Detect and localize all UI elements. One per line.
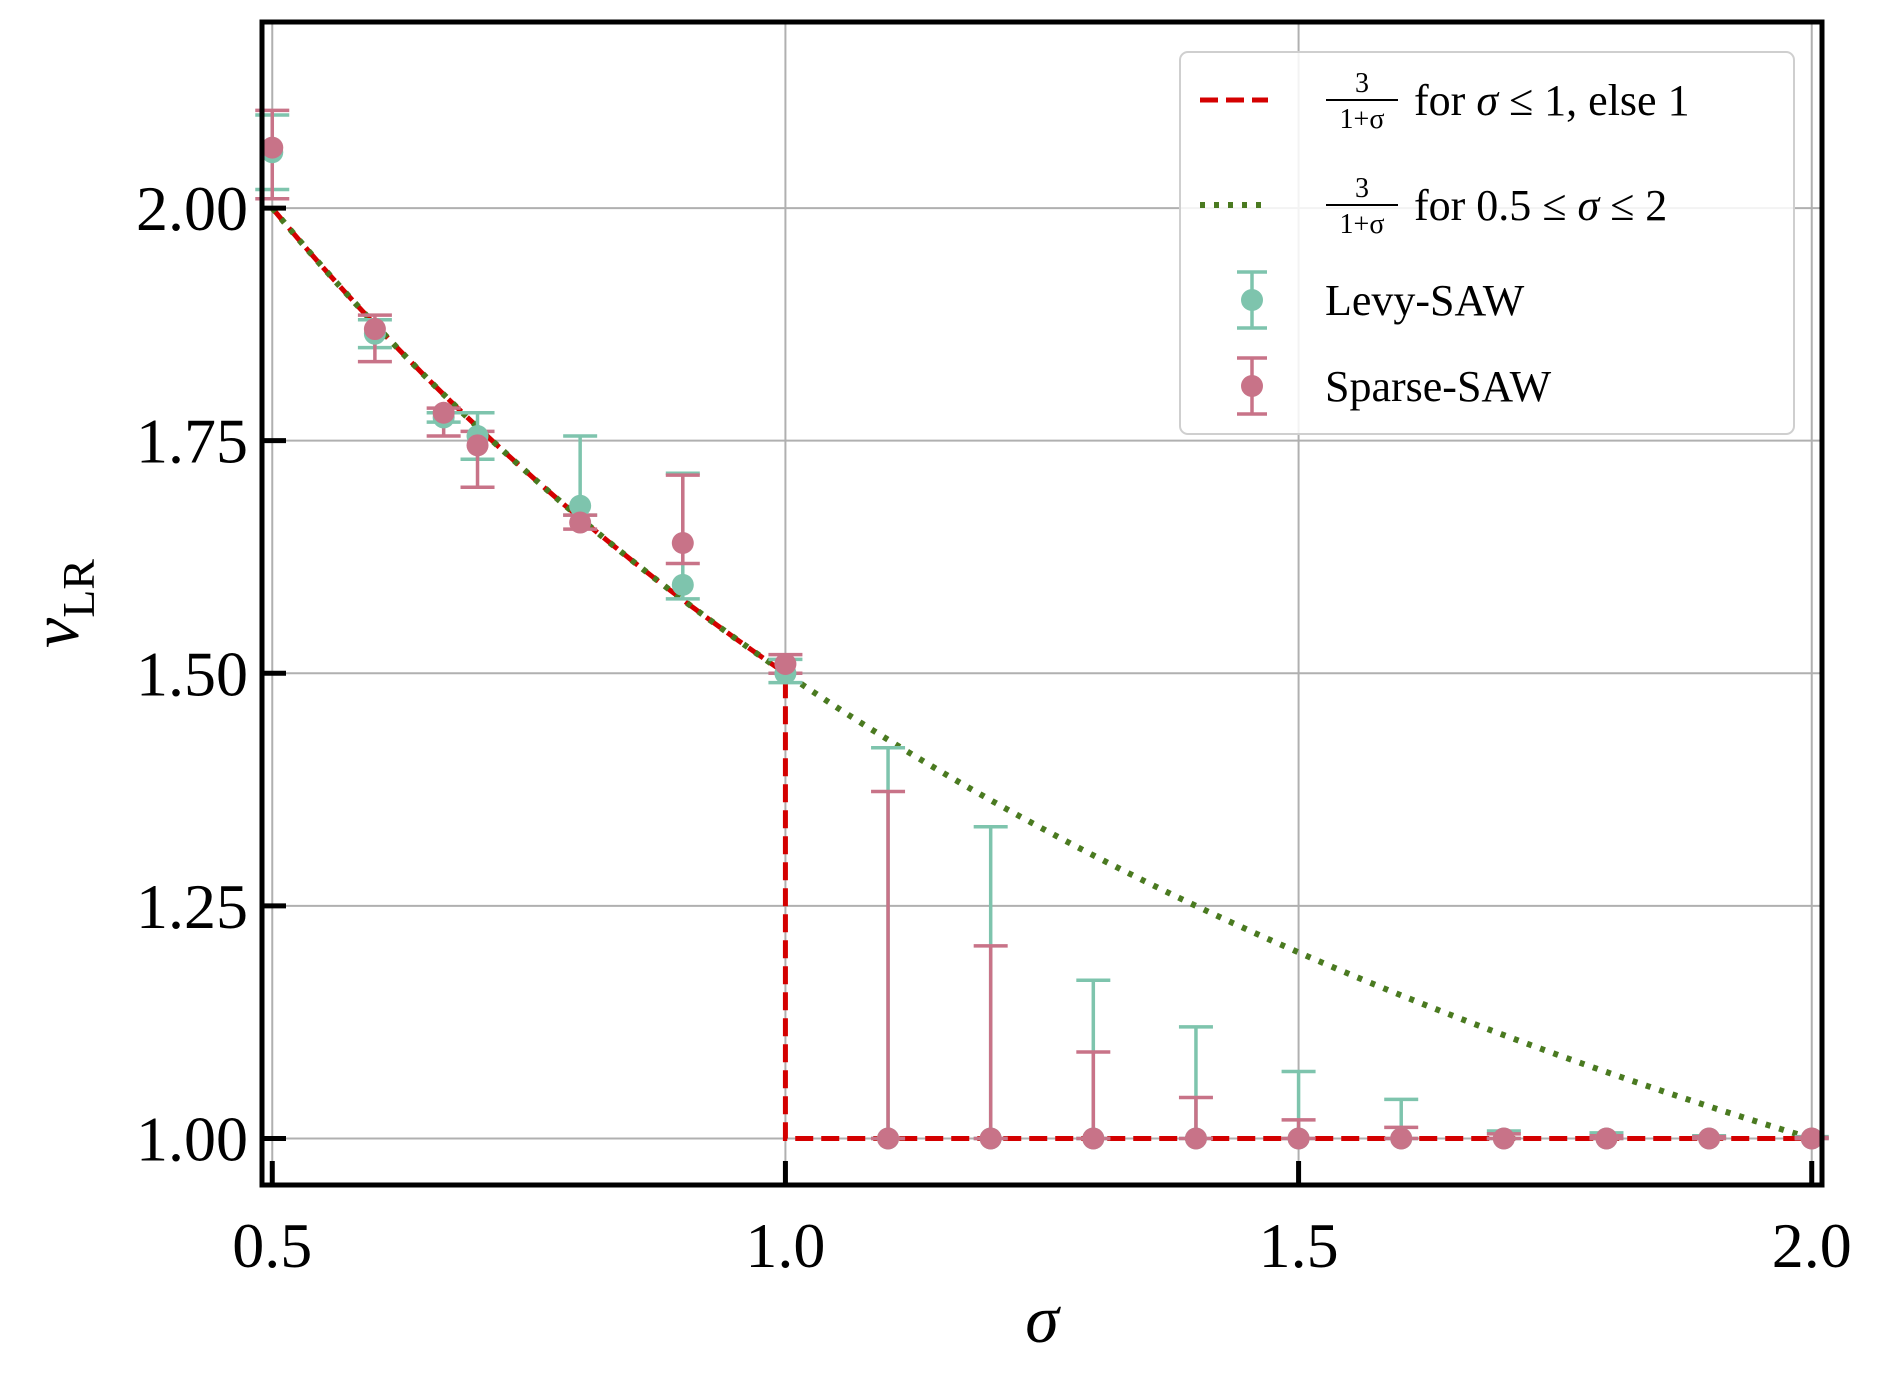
y-axis-label: νLR [17, 559, 104, 648]
curve-theory-dotted [269, 206, 1813, 1142]
point-sparse-saw [432, 401, 455, 424]
point-sparse-saw [1184, 1127, 1207, 1150]
point-sparse-saw [877, 1127, 900, 1150]
point-sparse-saw [1492, 1127, 1515, 1150]
point-sparse-saw [261, 136, 284, 159]
curves [269, 206, 1813, 1142]
point-levy-saw [671, 573, 694, 596]
point-sparse-saw [774, 652, 797, 675]
legend-entry-dashed-frac-den: 1+σ [1340, 104, 1385, 135]
data-points [261, 136, 1823, 1150]
y-tick-label: 2.00 [136, 173, 248, 244]
x-axis-label: σ [1025, 1281, 1061, 1357]
point-sparse-saw [1595, 1127, 1618, 1150]
x-tick-label: 0.5 [232, 1210, 312, 1281]
y-tick-label: 1.25 [136, 871, 248, 942]
point-sparse-saw [979, 1127, 1002, 1150]
curve-piecewise-dashed [270, 206, 1812, 1141]
legend-entry-sparse-saw-marker [1241, 375, 1263, 397]
legend-entry-levy-saw-label: Levy-SAW [1325, 276, 1525, 325]
legend-box [1179, 51, 1795, 435]
legend: 3 1+σ for σ ≤ 1, else 1 3 1+σ for 0.5 ≤ σ ≤ 2… [1179, 51, 1795, 435]
legend-entry-dashed-label: for σ ≤ 1, else 1 [1414, 76, 1690, 125]
point-sparse-saw [1082, 1127, 1105, 1150]
legend-entry-sparse-saw-label: Sparse-SAW [1325, 362, 1552, 411]
x-tick-label: 2.0 [1772, 1210, 1852, 1281]
y-tick-label: 1.75 [136, 406, 248, 477]
x-tick-label: 1.5 [1259, 1210, 1339, 1281]
y-tick-label: 1.50 [136, 638, 248, 709]
legend-entry-dashed: 3 1+σ for σ ≤ 1, else 1 [1200, 68, 1690, 135]
point-levy-saw [569, 494, 592, 517]
point-sparse-saw [671, 532, 694, 555]
legend-entry-levy-saw: Levy-SAW [1237, 270, 1525, 330]
point-sparse-saw [1287, 1127, 1310, 1150]
axes-frame [259, 19, 1825, 1188]
legend-entry-dotted-label: for 0.5 ≤ σ ≤ 2 [1414, 181, 1667, 230]
point-sparse-saw [466, 434, 489, 457]
y-axis-label-main: ν [17, 617, 93, 648]
legend-entry-levy-saw-marker [1241, 289, 1263, 311]
x-tick-label: 1.0 [745, 1210, 825, 1281]
legend-entry-sparse-saw: Sparse-SAW [1237, 356, 1552, 416]
legend-entry-dashed-frac-num: 3 [1355, 68, 1369, 99]
point-sparse-saw [1698, 1127, 1721, 1150]
tick-labels: 0.5 1.0 1.5 2.0 1.00 1.25 1.50 1.75 2.00 [136, 173, 1852, 1281]
axis-labels: σ νLR [17, 559, 1061, 1357]
point-sparse-saw [1800, 1127, 1823, 1150]
point-sparse-saw [1390, 1127, 1413, 1150]
legend-entry-dotted: 3 1+σ for 0.5 ≤ σ ≤ 2 [1200, 173, 1667, 240]
legend-entry-dotted-frac-num: 3 [1355, 173, 1369, 204]
point-sparse-saw [569, 511, 592, 534]
legend-entry-dotted-frac-den: 1+σ [1340, 209, 1385, 240]
point-sparse-saw [363, 318, 386, 341]
y-axis-label-sub: LR [53, 559, 104, 618]
axes [259, 19, 1825, 1188]
y-tick-label: 1.00 [136, 1103, 248, 1174]
